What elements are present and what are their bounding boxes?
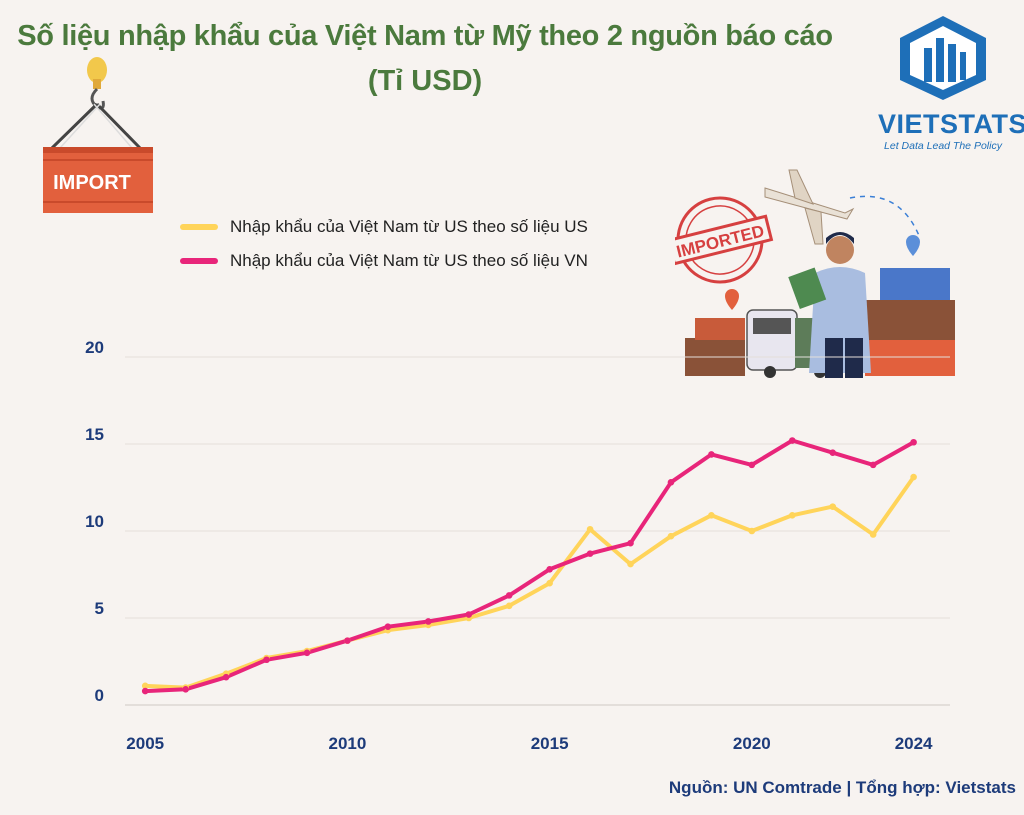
data-point [263,656,270,664]
data-point [627,539,634,547]
data-point [586,525,594,533]
data-point [222,673,230,681]
location-pin-icon [906,235,920,256]
data-point [748,527,756,535]
legend-swatch-us [180,224,218,230]
data-point [303,649,311,657]
imported-stamp: IMPORTED [666,196,774,284]
data-point [546,565,553,573]
y-tick-label: 0 [95,686,104,705]
data-point [829,449,837,457]
x-tick-label: 2005 [126,734,164,753]
data-point [344,637,351,644]
data-point [627,560,634,568]
series-points [141,437,917,695]
data-point [667,478,675,486]
series-lines [143,438,916,694]
chart-title: Số liệu nhập khẩu của Việt Nam từ Mỹ the… [0,20,850,98]
data-point [869,531,877,538]
data-point [141,682,149,690]
y-tick-label: 10 [85,512,104,531]
data-point [829,503,837,510]
import-container-illustration: IMPORT [40,52,160,222]
data-point [182,686,189,693]
data-point [748,461,756,469]
x-tick-label: 2015 [531,734,569,753]
data-point [708,451,715,458]
data-point [384,623,392,630]
grid-lines [125,356,950,706]
data-point [910,438,917,446]
data-point [708,512,715,519]
source-note: Nguồn: UN Comtrade | Tổng hợp: Vietstats [668,778,1016,797]
data-point [465,611,473,618]
data-point [505,592,513,599]
logo-hexagon-icon [900,16,986,100]
data-point [910,473,917,481]
y-tick-label: 20 [85,338,104,357]
x-tick-label: 2024 [895,734,933,753]
title-line-2: (Tỉ USD) [367,65,483,97]
series-line-1 [143,438,916,694]
x-tick-label: 2010 [329,734,367,753]
legend: Nhập khẩu của Việt Nam từ US theo số liệ… [180,210,588,278]
data-point [505,602,513,610]
y-axis-ticks: 0 5 10 15 20 [85,338,104,705]
data-point [141,687,149,695]
legend-label-us: Nhập khẩu của Việt Nam từ US theo số liệ… [230,217,588,236]
data-point [425,618,432,625]
title-line-1: Số liệu nhập khẩu của Việt Nam từ Mỹ the… [17,20,833,52]
data-point [788,512,796,519]
data-point [546,579,553,587]
data-point [667,532,675,540]
logo-tagline: Let Data Lead The Policy [884,140,1002,152]
y-tick-label: 5 [95,599,104,618]
data-point [586,550,594,557]
logo-brand: VIETSTATS [878,109,1024,139]
vietstats-logo: VIETSTATS Let Data Lead The Policy [878,14,1024,152]
airplane-icon [764,169,855,245]
y-tick-label: 15 [85,425,104,444]
x-axis-ticks: 2005 2010 2015 2020 2024 [126,734,933,753]
legend-item-us: Nhập khẩu của Việt Nam từ US theo số liệ… [180,210,588,244]
legend-swatch-vn [180,258,218,264]
data-point [869,461,877,469]
x-tick-label: 2020 [733,734,771,753]
legend-label-vn: Nhập khẩu của Việt Nam từ US theo số liệ… [230,251,588,270]
trade-illustration: IMPORTED [666,168,960,383]
import-label: IMPORT [53,172,131,194]
legend-item-vn: Nhập khẩu của Việt Nam từ US theo số liệ… [180,244,588,278]
location-pin-icon [725,289,739,310]
data-point [788,437,796,444]
